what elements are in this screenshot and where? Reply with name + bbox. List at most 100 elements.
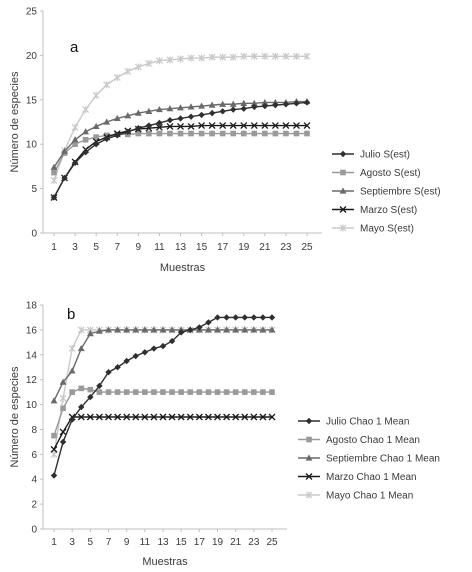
data-point — [156, 105, 163, 113]
data-point — [261, 102, 269, 110]
x-tick-label: 9 — [124, 537, 130, 548]
data-point — [151, 389, 157, 395]
y-tick-label: 25 — [26, 7, 38, 18]
data-point — [134, 63, 142, 71]
legend-marker — [339, 224, 347, 232]
data-point — [145, 122, 153, 129]
legend-label: Agosto S(est) — [360, 168, 421, 179]
data-point — [68, 416, 76, 423]
data-point — [87, 386, 94, 393]
data-point — [132, 352, 139, 360]
y-axis-label: Número de especies — [9, 366, 21, 467]
data-point — [82, 148, 89, 156]
data-point — [219, 122, 227, 130]
data-point — [241, 389, 248, 395]
y-tick-label: 10 — [26, 400, 38, 411]
data-point — [92, 141, 100, 148]
data-point — [187, 122, 195, 130]
data-point — [86, 330, 94, 337]
data-point — [71, 136, 79, 143]
data-point — [177, 55, 184, 63]
legend-marker — [305, 491, 313, 499]
y-tick-label: 0 — [31, 229, 37, 240]
data-point — [229, 53, 237, 61]
data-point — [68, 345, 76, 353]
data-point — [229, 100, 237, 107]
x-tick-label: 15 — [176, 537, 188, 548]
legend-label: Julio S(est) — [360, 150, 410, 161]
legend-marker — [305, 417, 313, 425]
x-tick-label: 23 — [248, 537, 260, 548]
data-point — [155, 123, 163, 131]
data-point — [124, 128, 131, 135]
legend-label: Agosto Chao 1 Mean — [326, 435, 420, 446]
data-point — [132, 413, 140, 421]
x-tick-label: 1 — [51, 537, 57, 548]
data-point — [114, 413, 122, 421]
data-point — [135, 130, 142, 137]
data-point — [251, 103, 258, 111]
data-point — [105, 326, 112, 333]
data-point — [168, 413, 176, 421]
data-point — [87, 393, 94, 401]
data-point — [198, 102, 205, 109]
x-tick-label: 1 — [51, 242, 57, 253]
series-line — [53, 132, 307, 173]
data-point — [198, 122, 206, 130]
data-point — [282, 101, 290, 108]
data-point — [187, 103, 195, 110]
data-point — [304, 130, 310, 137]
data-point — [177, 329, 185, 336]
data-point — [150, 326, 158, 333]
data-point — [50, 445, 58, 453]
data-point — [303, 99, 311, 106]
data-point — [123, 413, 131, 421]
data-point — [103, 135, 110, 143]
data-point — [196, 324, 203, 331]
data-point — [50, 177, 58, 185]
data-point — [160, 389, 166, 395]
x-tick-label: 7 — [106, 537, 112, 548]
data-point — [229, 122, 237, 130]
x-tick-label: 5 — [93, 242, 99, 253]
data-point — [61, 174, 68, 182]
legend-marker — [339, 187, 347, 194]
data-point — [219, 108, 226, 115]
data-point — [232, 389, 239, 395]
data-point — [59, 394, 67, 402]
data-point — [186, 413, 194, 421]
data-point — [205, 326, 212, 333]
data-point — [219, 53, 227, 61]
data-point — [93, 134, 99, 140]
data-point — [156, 119, 163, 127]
x-tick-label: 7 — [114, 242, 120, 253]
series-line — [53, 387, 272, 436]
data-point — [51, 169, 57, 176]
panel-label: b — [67, 306, 75, 323]
data-point — [272, 101, 279, 109]
legend-marker — [339, 150, 347, 158]
x-tick-label: 17 — [217, 242, 229, 253]
legend-label: Marzo S(est) — [360, 205, 417, 216]
y-axis-label: Número de especies — [9, 71, 21, 172]
data-point — [68, 367, 76, 374]
data-point — [198, 130, 205, 137]
legend-marker — [305, 454, 313, 461]
data-point — [78, 403, 85, 411]
y-tick-label: 2 — [31, 500, 37, 511]
data-point — [50, 450, 58, 458]
data-point — [241, 314, 248, 321]
x-tick-label: 19 — [212, 537, 224, 548]
data-point — [96, 382, 103, 390]
x-tick-label: 13 — [175, 242, 187, 253]
data-point — [272, 130, 279, 137]
data-point — [195, 413, 203, 421]
data-point — [177, 104, 184, 111]
data-point — [92, 91, 100, 99]
x-tick-label: 3 — [72, 242, 78, 253]
data-point — [232, 413, 240, 421]
data-point — [250, 122, 258, 130]
data-point — [250, 99, 258, 106]
